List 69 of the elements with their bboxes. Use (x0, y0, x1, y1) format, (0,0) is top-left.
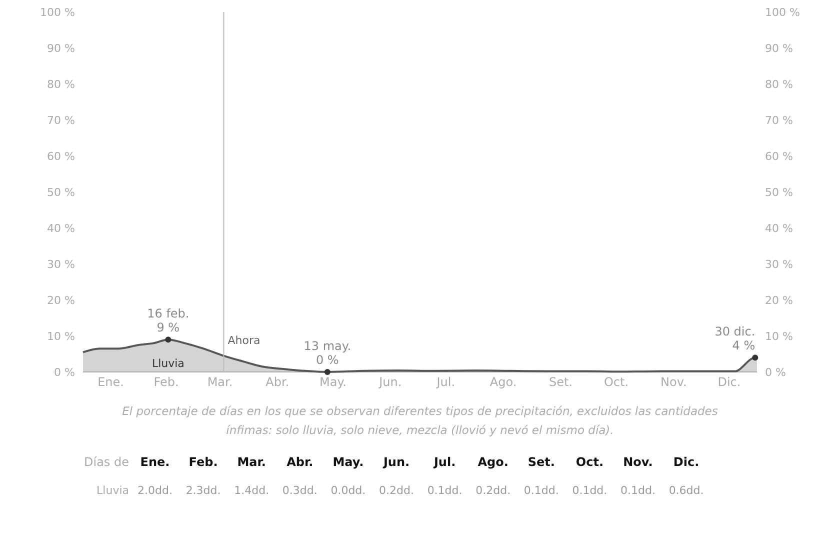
category-label: Ago. (478, 455, 508, 469)
data-label: 0.1dd. (427, 484, 462, 497)
y-tick-label: 40 % (47, 222, 75, 235)
data-label: 0.1dd. (524, 484, 559, 497)
y-tick-label: 20 % (47, 294, 75, 307)
x-tick-label: Feb. (154, 375, 179, 389)
x-tick-label: Oct. (604, 375, 629, 389)
y-tick-label: 70 % (47, 114, 75, 127)
y-tick-label: 50 % (47, 186, 75, 199)
y2-tick-label: 90 % (765, 42, 793, 55)
y2-tick-label: 100 % (765, 6, 800, 19)
data-label: 0.1dd. (572, 484, 608, 497)
y-tick-label: 10 % (47, 330, 75, 343)
x-tick-label: Ene. (98, 375, 124, 389)
annotation: 13 may. 0 % (304, 339, 352, 367)
point (324, 369, 330, 375)
x-tick-label: Nov. (660, 375, 687, 389)
y2-tick-label: 40 % (765, 222, 793, 235)
y-tick-label: 100 % (40, 6, 75, 19)
y-tick-label: 80 % (47, 78, 75, 91)
category-label: Ene. (140, 455, 170, 469)
x-tick-label: Set. (548, 375, 572, 389)
data-label: 0.3dd. (282, 484, 318, 497)
text: Días de (84, 455, 129, 469)
text: El porcentaje de días en los que se observan diferentes tipos de precipitación, excluidos las cantidades ínfimas: solo lluvia, solo nieve, mezcla (llovió y nevó el mismo día). (122, 404, 718, 437)
y2-tick-label: 70 % (765, 114, 793, 127)
category-label: Nov. (623, 455, 653, 469)
category-label: Feb. (188, 455, 218, 469)
x-tick-label: Abr. (266, 375, 290, 389)
ref-line-label: Ahora (228, 334, 260, 347)
category-label: May. (332, 455, 364, 469)
data-label: 0.6dd. (668, 484, 704, 497)
category-label: Dic. (673, 455, 700, 469)
point (752, 354, 758, 361)
category-label: Jun. (382, 455, 410, 469)
annotation: 30 dic. 4 % (714, 324, 756, 353)
y2-tick-label: 60 % (765, 150, 793, 163)
category-label: Set. (528, 455, 555, 469)
category-label: Oct. (576, 455, 604, 469)
category-label: Jul. (432, 455, 456, 469)
x-tick-label: May. (320, 375, 346, 389)
y2-tick-label: 10 % (765, 330, 793, 343)
data-label: 2.0dd. (138, 484, 172, 497)
point (165, 336, 172, 343)
x-tick-label: Mar. (207, 375, 233, 389)
category-label: Mar. (237, 455, 266, 469)
data-label: 1.4dd. (234, 484, 270, 497)
y-tick-label: 30 % (47, 258, 75, 271)
y2-tick-label: 50 % (765, 186, 793, 199)
y2-tick-label: 80 % (765, 78, 793, 91)
x-tick-label: Jun. (378, 375, 402, 389)
y-tick-label: 90 % (47, 42, 75, 55)
data-label: 0.2dd. (379, 484, 414, 497)
data-label: 2.3dd. (186, 484, 221, 497)
series-label: Lluvia (152, 357, 184, 370)
category-label: Abr. (286, 455, 314, 469)
x-tick-label: Ago. (490, 375, 517, 389)
data-label: 0.0dd. (330, 484, 366, 497)
y-tick-label: 60 % (47, 150, 75, 163)
data-label: 0.1dd. (620, 484, 656, 497)
y2-tick-label: 20 % (765, 294, 793, 307)
x-tick-label: Dic. (718, 375, 741, 389)
y-tick-label: 0 % (54, 366, 75, 379)
y2-tick-label: 0 % (765, 366, 786, 379)
x-tick-label: Jul. (436, 375, 456, 389)
annotation: 16 feb. 9 % (147, 306, 190, 335)
y2-tick-label: 30 % (765, 258, 793, 271)
text: Lluvia (96, 484, 129, 497)
data-label: 0.2dd. (476, 484, 511, 497)
